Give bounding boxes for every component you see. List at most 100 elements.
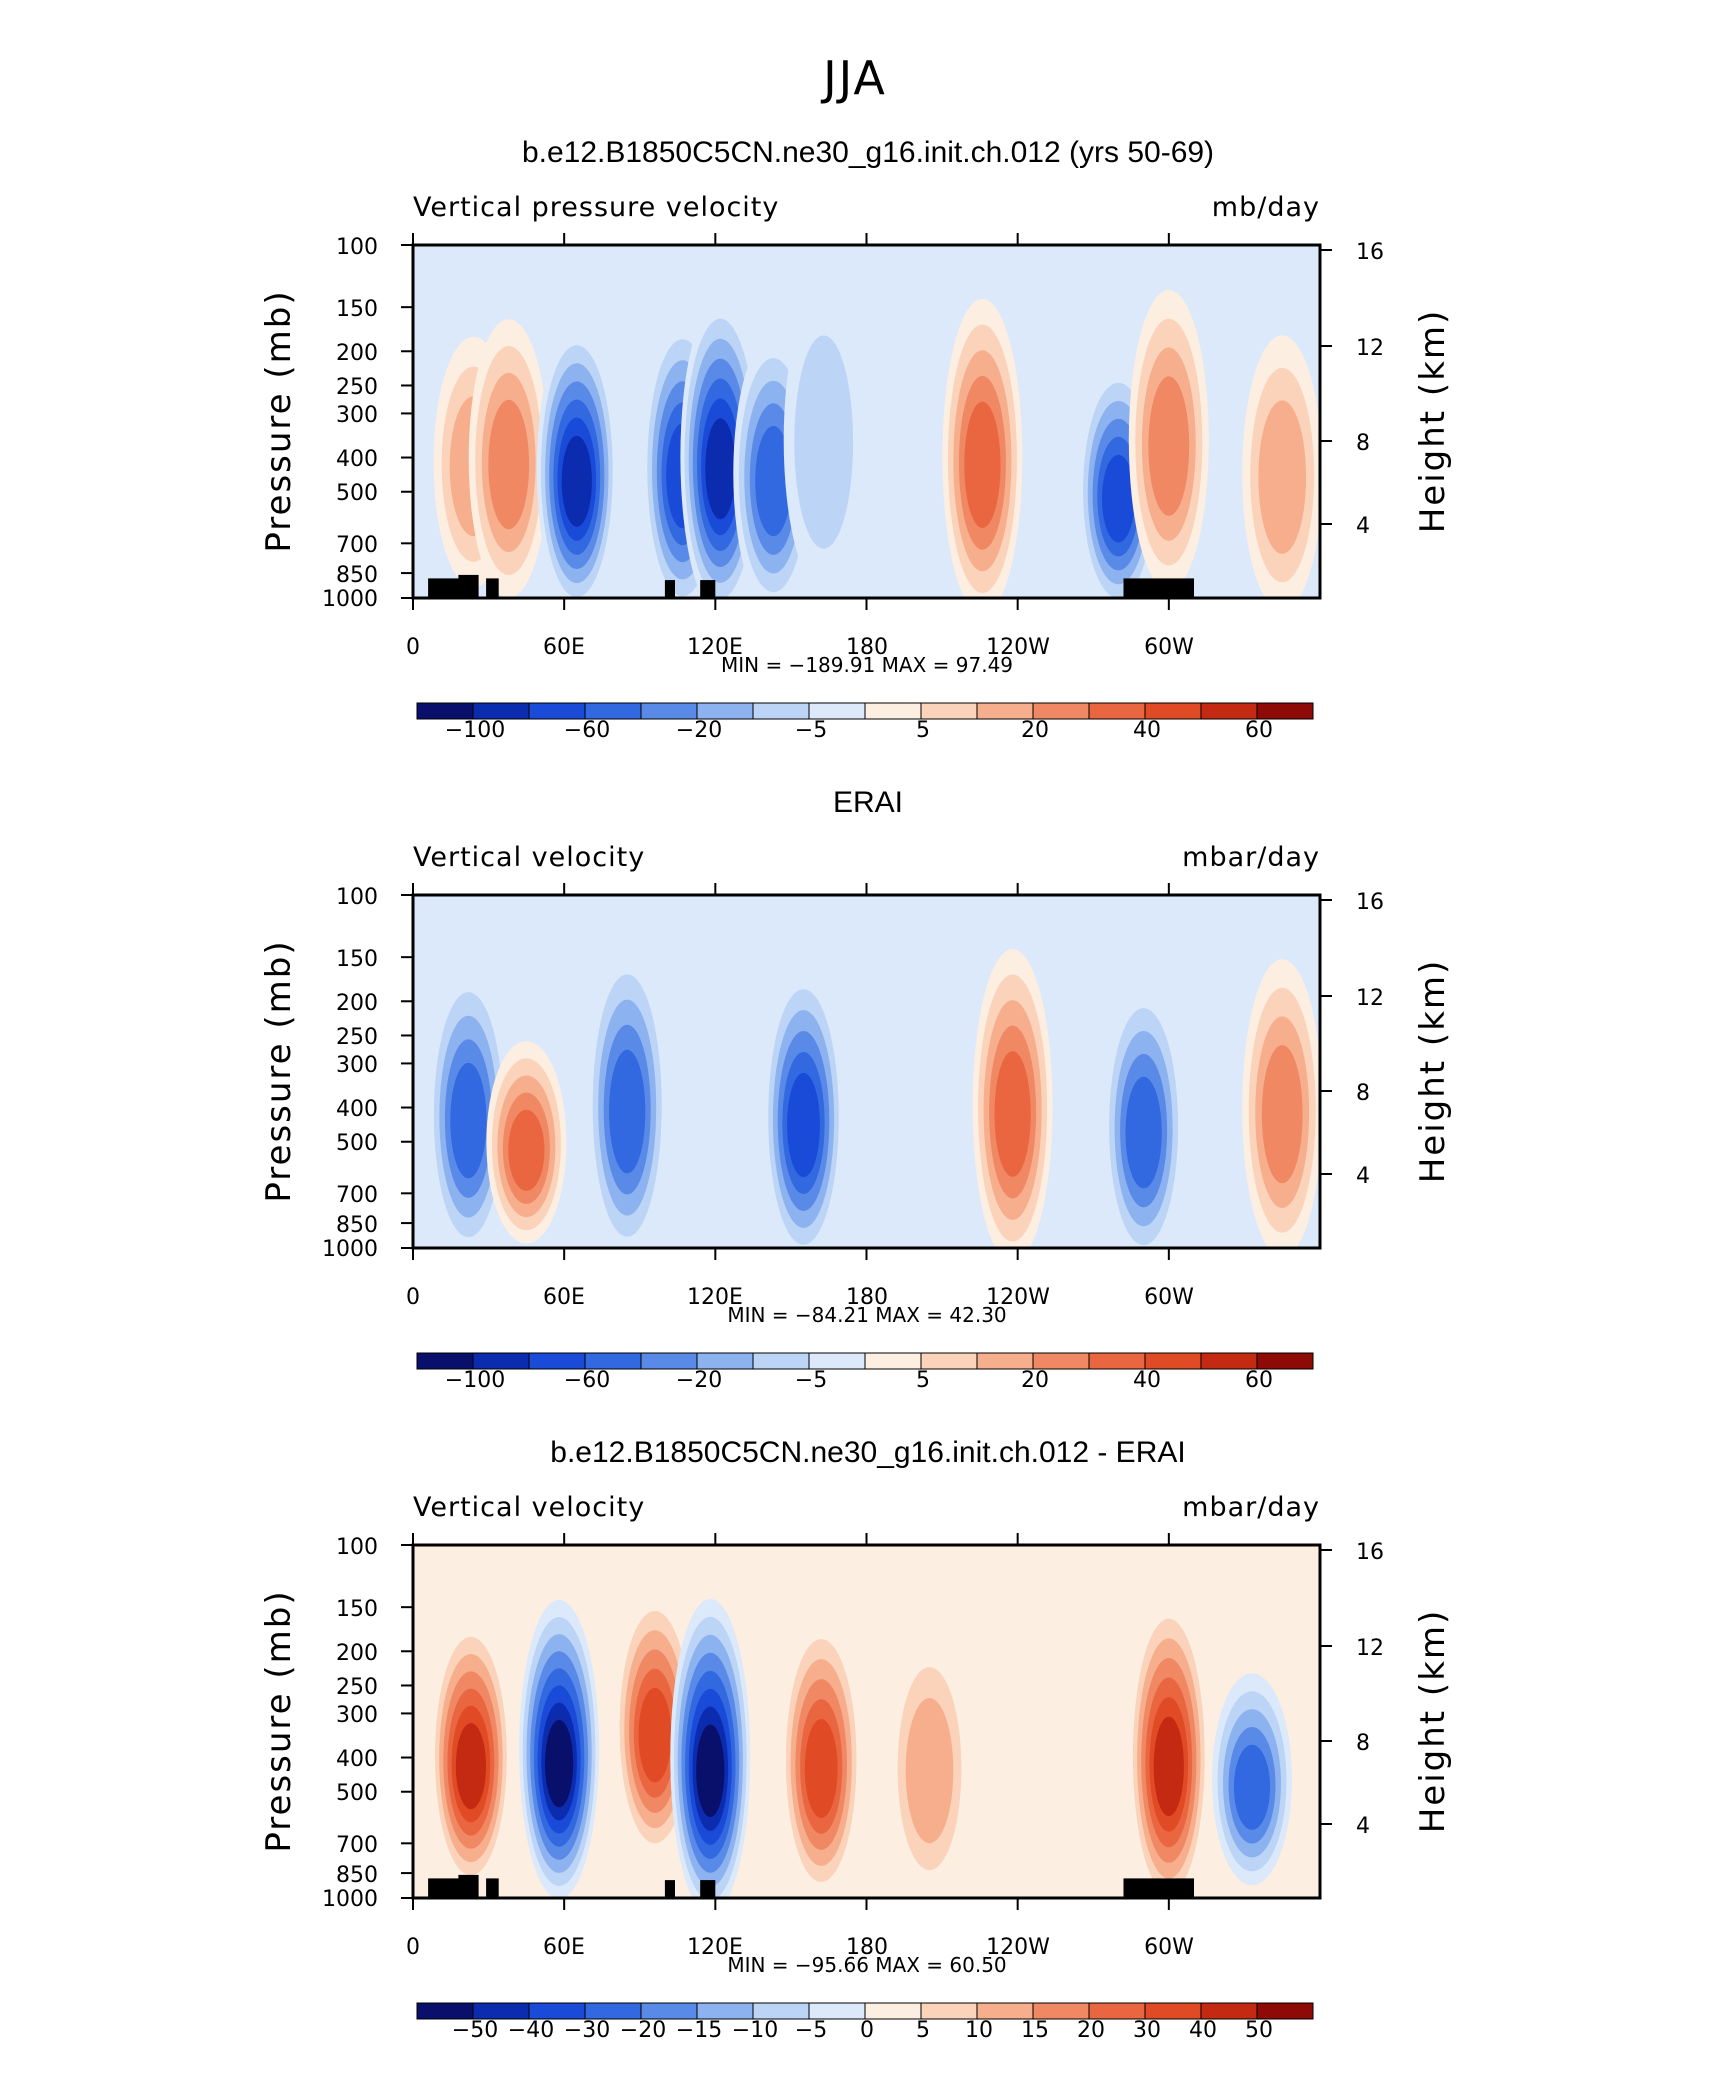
figure-title: JJA — [820, 51, 887, 105]
colorbar-swatch — [1088, 702, 1146, 720]
colorbar-label: 30 — [1133, 2018, 1161, 2043]
colorbar-label: −5 — [795, 2018, 827, 2043]
colorbar-swatch — [752, 702, 810, 720]
colorbar-label: 0 — [860, 2018, 874, 2043]
terrain-block — [458, 574, 479, 598]
colorbar-swatch — [528, 702, 586, 720]
y-tick-label: 300 — [336, 1053, 378, 1078]
colorbar-swatch — [808, 2002, 866, 2020]
colorbar-swatch — [472, 1352, 530, 1370]
units-label: mb/day — [1212, 192, 1320, 223]
contour-field — [430, 1591, 1292, 1898]
contour-level-band — [638, 1687, 672, 1783]
y-tick-label: 200 — [336, 341, 378, 366]
y-tick-label: 850 — [336, 563, 378, 588]
terrain-block — [1123, 1878, 1194, 1898]
y-tick-label: 100 — [336, 235, 378, 260]
colorbar-swatch — [920, 1352, 978, 1370]
y-tick-label: 400 — [336, 1097, 378, 1122]
colorbar-label: −15 — [676, 2018, 722, 2043]
y-tick-label: 500 — [336, 1781, 378, 1806]
colorbar-label: 40 — [1133, 718, 1161, 743]
contour-level-band — [455, 1723, 486, 1810]
y-tick-label: 1000 — [322, 587, 378, 612]
y2-tick-label: 8 — [1356, 431, 1370, 456]
terrain-block — [664, 1880, 675, 1898]
y2-tick-label: 12 — [1356, 336, 1384, 361]
colorbar-swatch — [1144, 1352, 1202, 1370]
colorbar-label: −30 — [564, 2018, 610, 2043]
y-tick-label: 400 — [336, 1747, 378, 1772]
contour-level-band — [1258, 400, 1306, 554]
y-tick-label: 300 — [336, 403, 378, 428]
colorbar-swatch — [920, 702, 978, 720]
colorbar-swatch — [640, 1352, 698, 1370]
stats-label: MIN = −95.66 MAX = 60.50 — [727, 1953, 1006, 1977]
x-tick-label: 60W — [1144, 635, 1194, 660]
colorbar-swatch — [1200, 2002, 1258, 2020]
colorbar-swatch — [1088, 1352, 1146, 1370]
x-tick-label: 60W — [1144, 1935, 1194, 1960]
colorbar-label: 15 — [1021, 2018, 1049, 2043]
panel-title: b.e12.B1850C5CN.ne30_g16.init.ch.012 (yr… — [522, 136, 1214, 169]
colorbar-swatch — [752, 1352, 810, 1370]
colorbar-swatch — [864, 2002, 922, 2020]
y-tick-label: 250 — [336, 1025, 378, 1050]
y-tick-label: 500 — [336, 1131, 378, 1156]
colorbar-label: 60 — [1245, 1368, 1273, 1393]
colorbar-label: −20 — [676, 1368, 722, 1393]
colorbar-label: 40 — [1133, 1368, 1161, 1393]
stats-label: MIN = −84.21 MAX = 42.30 — [727, 1303, 1006, 1327]
colorbar-swatch — [976, 702, 1034, 720]
y-tick-label: 300 — [336, 1703, 378, 1728]
colorbar-swatch — [584, 2002, 642, 2020]
contour-level-band — [1153, 1716, 1184, 1817]
contour-level-band — [545, 1719, 574, 1808]
x-tick-label: 180 — [846, 635, 888, 660]
colorbar-label: −100 — [445, 718, 505, 743]
colorbar-label: 20 — [1021, 1368, 1049, 1393]
y-tick-label: 400 — [336, 447, 378, 472]
units-label: mbar/day — [1182, 1492, 1320, 1523]
y2-tick-label: 16 — [1356, 1540, 1384, 1565]
y2-axis-title: Height (km) — [1413, 959, 1453, 1184]
axis-ticks — [401, 1533, 1332, 1910]
colorbar-swatch — [640, 702, 698, 720]
y2-tick-label: 4 — [1356, 1164, 1370, 1189]
x-tick-label: 60E — [543, 1935, 585, 1960]
colorbar-label: 40 — [1189, 2018, 1217, 2043]
colorbar-swatch — [1088, 2002, 1146, 2020]
colorbar-swatch — [920, 2002, 978, 2020]
colorbar — [416, 1352, 1314, 1370]
y2-tick-label: 8 — [1356, 1731, 1370, 1756]
x-tick-label: 120W — [986, 635, 1050, 660]
colorbar-swatch — [584, 1352, 642, 1370]
x-tick-label: 120E — [687, 1285, 743, 1310]
colorbar-label: −50 — [452, 2018, 498, 2043]
contour-level-band — [1125, 1076, 1162, 1189]
colorbar-swatch — [864, 1352, 922, 1370]
y2-axis-title: Height (km) — [1413, 309, 1453, 534]
colorbar-swatch — [416, 702, 474, 720]
y2-tick-label: 12 — [1356, 1636, 1384, 1661]
colorbar-label: 10 — [965, 2018, 993, 2043]
y-axis-title: Pressure (mb) — [259, 1589, 299, 1852]
y-axis-title: Pressure (mb) — [259, 289, 299, 552]
y2-tick-label: 4 — [1356, 514, 1370, 539]
colorbar-label: −5 — [795, 718, 827, 743]
contour-level-band — [1102, 454, 1135, 543]
colorbar-label: 20 — [1021, 718, 1049, 743]
terrain-mask — [428, 1874, 1194, 1898]
x-tick-label: 0 — [406, 1285, 420, 1310]
x-tick-label: 120E — [687, 635, 743, 660]
y-tick-label: 250 — [336, 1675, 378, 1700]
colorbar-label: 5 — [916, 718, 930, 743]
contour-level-band — [964, 401, 1001, 528]
colorbar-swatch — [640, 2002, 698, 2020]
y-tick-label: 1000 — [322, 1887, 378, 1912]
y-tick-label: 850 — [336, 1213, 378, 1238]
colorbar-swatch — [416, 1352, 474, 1370]
contour-level-band — [696, 1724, 725, 1818]
terrain-block — [700, 1880, 716, 1898]
panel-title: b.e12.B1850C5CN.ne30_g16.init.ch.012 - E… — [550, 1436, 1185, 1469]
